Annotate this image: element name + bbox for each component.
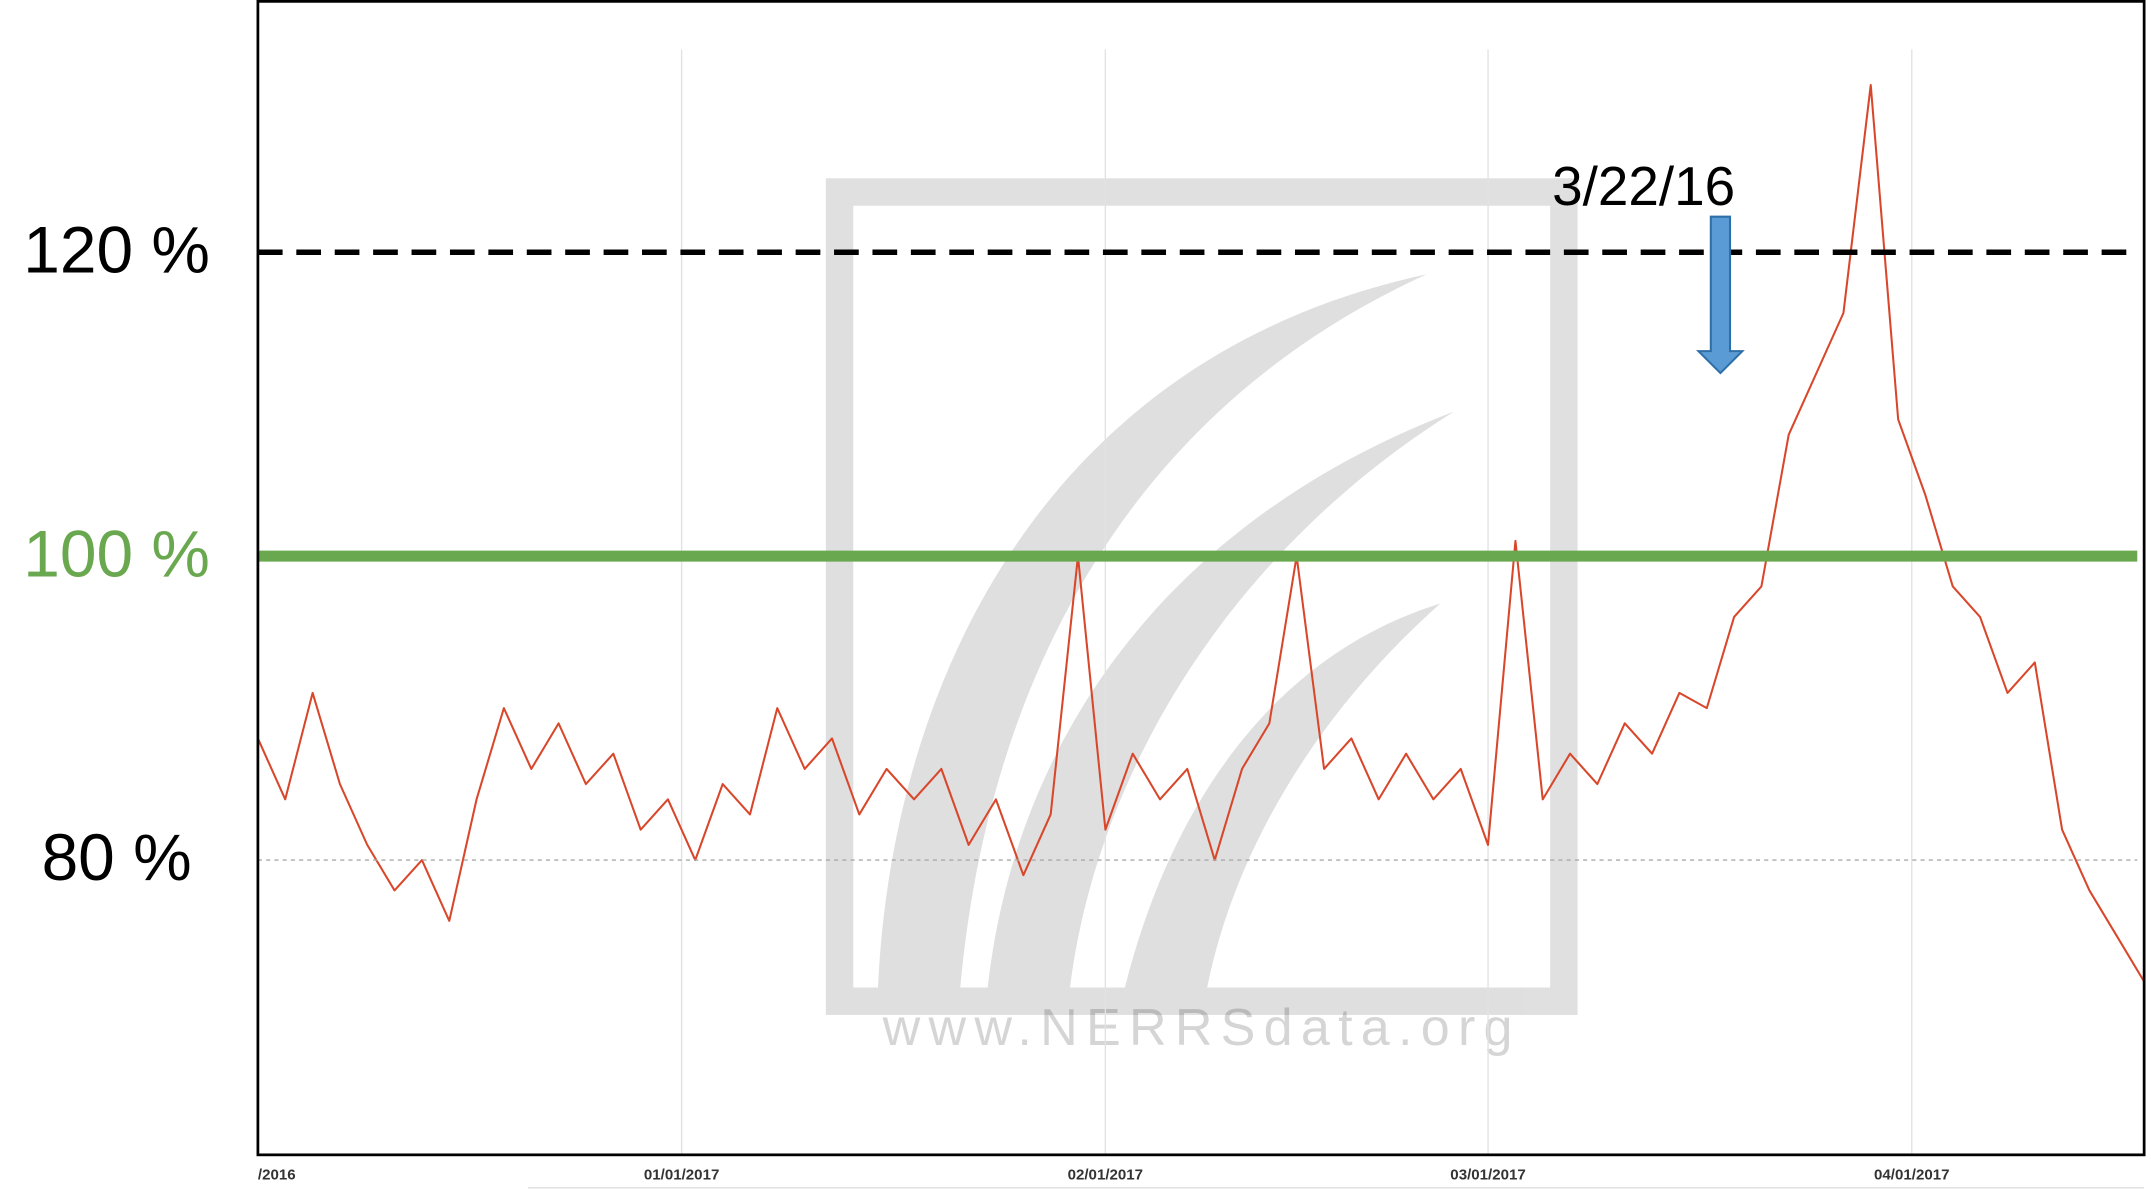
watermark-logo: [825, 178, 1578, 1015]
x-tick-label: 03/01/2017: [1450, 1166, 1525, 1183]
watermark-frame: [825, 178, 1578, 1015]
plot-frame: [256, 0, 2146, 1157]
y-tick-label: 80 %: [42, 820, 192, 894]
data-line: [257, 84, 2145, 983]
x-tick-label: 01/01/2017: [644, 1166, 719, 1183]
y-tick-label: 100 %: [23, 516, 210, 590]
watermark-grass: [987, 411, 1455, 988]
series: [257, 84, 2145, 983]
y-tick-label: 120 %: [23, 212, 210, 286]
x-tick-label: 02/01/2017: [1068, 1166, 1143, 1183]
watermark-text: www.NERRSdata.org: [882, 999, 1521, 1057]
watermark-grass: [1124, 603, 1441, 988]
annotation-arrow: [1695, 215, 1745, 375]
annotation-text: 3/22/16: [1552, 155, 1735, 217]
x-tick-label: 04/01/2017: [1874, 1166, 1949, 1183]
x-tick-label: /2016: [258, 1166, 296, 1183]
watermark-grass: [877, 274, 1427, 988]
